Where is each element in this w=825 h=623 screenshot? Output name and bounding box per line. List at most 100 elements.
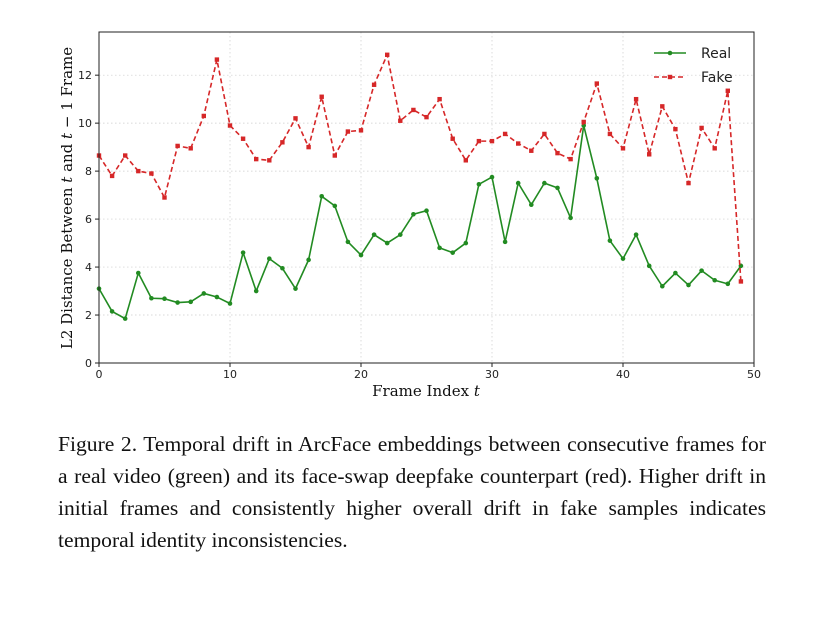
- series-fake-point: [345, 129, 351, 134]
- series-fake-point: [162, 195, 167, 200]
- figure-caption: Figure 2. Temporal drift in ArcFace embe…: [58, 432, 766, 552]
- legend-fake-marker: [667, 74, 673, 80]
- series-real-point: [502, 239, 508, 245]
- series-real-point: [136, 270, 141, 276]
- series-fake-point: [332, 153, 337, 158]
- series-real-point: [555, 185, 560, 191]
- series-fake-point: [280, 140, 285, 145]
- series-fake-point: [738, 279, 744, 284]
- series-real-point: [109, 309, 115, 314]
- series-real-point: [594, 176, 600, 181]
- series-real-point: [358, 252, 364, 258]
- series-real-point: [267, 256, 272, 261]
- series-real-point: [319, 194, 325, 199]
- series-real-point: [175, 300, 180, 305]
- x-tick-label: 20: [354, 368, 368, 381]
- series-real-point: [293, 286, 298, 291]
- series-fake-point: [607, 131, 613, 137]
- series-fake-point: [489, 138, 495, 144]
- plot-area: [99, 32, 754, 363]
- series-real-point: [686, 282, 691, 288]
- series-fake-point: [699, 125, 704, 131]
- x-axis-label: Frame Index t: [372, 382, 481, 400]
- series-fake-point: [424, 114, 429, 120]
- series-fake-point: [712, 146, 717, 151]
- series-real-point: [122, 316, 128, 321]
- series-real-point: [227, 301, 233, 306]
- series-real-point: [568, 215, 573, 221]
- tick-layer: 0 10 20 30 40 50 0 2 4 6 8 10 12: [78, 69, 761, 381]
- series-fake-point: [136, 168, 141, 174]
- series-fake-point: [398, 118, 403, 123]
- line-chart: 0 10 20 30 40 50 0 2 4 6 8 10 12 Frame Index t L2 Di…: [58, 31, 761, 400]
- series-fake-point: [227, 123, 233, 128]
- series-fake-point: [620, 146, 626, 151]
- series-fake-point: [385, 52, 390, 57]
- series-fake-point: [476, 138, 482, 144]
- series-real-point: [489, 174, 495, 180]
- series-fake-point: [109, 173, 115, 179]
- series-real-point: [424, 208, 429, 213]
- series-real-point: [149, 295, 154, 301]
- series-fake-point: [319, 94, 324, 99]
- series-real-point: [437, 245, 442, 251]
- series-fake-point: [293, 116, 298, 121]
- series-real-point: [620, 256, 626, 261]
- series-fake-point: [123, 153, 128, 158]
- series-real-point: [240, 250, 246, 255]
- series-fake-point: [673, 126, 678, 132]
- series-real-point: [253, 288, 259, 294]
- series-layer: [96, 52, 744, 321]
- series-fake-point: [542, 131, 547, 137]
- y-tick-label: 8: [85, 165, 92, 178]
- series-fake-point: [568, 156, 573, 162]
- series-fake-point: [240, 136, 246, 141]
- series-fake-point: [201, 113, 206, 119]
- y-tick-label: 12: [78, 69, 92, 82]
- series-fake-point: [437, 96, 442, 102]
- series-fake-point: [647, 152, 652, 157]
- series-real-point: [673, 270, 678, 276]
- series-real-point: [384, 240, 390, 246]
- x-tick-label: 10: [223, 368, 237, 381]
- series-fake-point: [175, 143, 180, 149]
- series-real-point: [332, 203, 338, 209]
- x-tick-label: 40: [616, 368, 630, 381]
- x-tick-label: 0: [96, 368, 103, 381]
- series-real-point: [633, 232, 639, 237]
- series-fake-point: [581, 119, 586, 125]
- series-fake-point: [516, 141, 521, 146]
- series-fake-point: [725, 88, 730, 93]
- series-real-point: [607, 238, 613, 243]
- series-real-point: [463, 240, 469, 246]
- y-tick-label: 0: [85, 357, 92, 370]
- series-fake-point: [149, 171, 154, 176]
- series-real-point: [725, 281, 731, 287]
- series-fake-point: [188, 146, 193, 151]
- x-tick-label: 30: [485, 368, 499, 381]
- series-fake-point: [633, 96, 639, 102]
- y-tick-label: 2: [85, 309, 92, 322]
- series-real-point: [646, 263, 652, 269]
- series-fake-point: [529, 148, 534, 153]
- series-real-point: [345, 239, 351, 245]
- series-real-point: [280, 265, 285, 271]
- series-fake-point: [660, 104, 665, 109]
- y-tick-label: 6: [85, 213, 92, 226]
- series-fake-point: [555, 150, 560, 156]
- series-fake-point: [254, 156, 259, 162]
- legend-fake-label: Fake: [701, 70, 733, 86]
- series-real-point: [476, 182, 482, 187]
- series-fake-point: [450, 136, 455, 141]
- series-real-point: [371, 232, 377, 237]
- series-fake-point: [411, 107, 416, 113]
- series-real-point: [450, 250, 456, 255]
- series-fake-point: [502, 131, 508, 137]
- series-fake-point: [686, 180, 691, 186]
- series-fake-point: [371, 82, 377, 87]
- series-fake-point: [267, 158, 272, 163]
- series-real-point: [188, 299, 193, 305]
- series-fake-point: [358, 128, 364, 133]
- x-tick-label: 50: [747, 368, 761, 381]
